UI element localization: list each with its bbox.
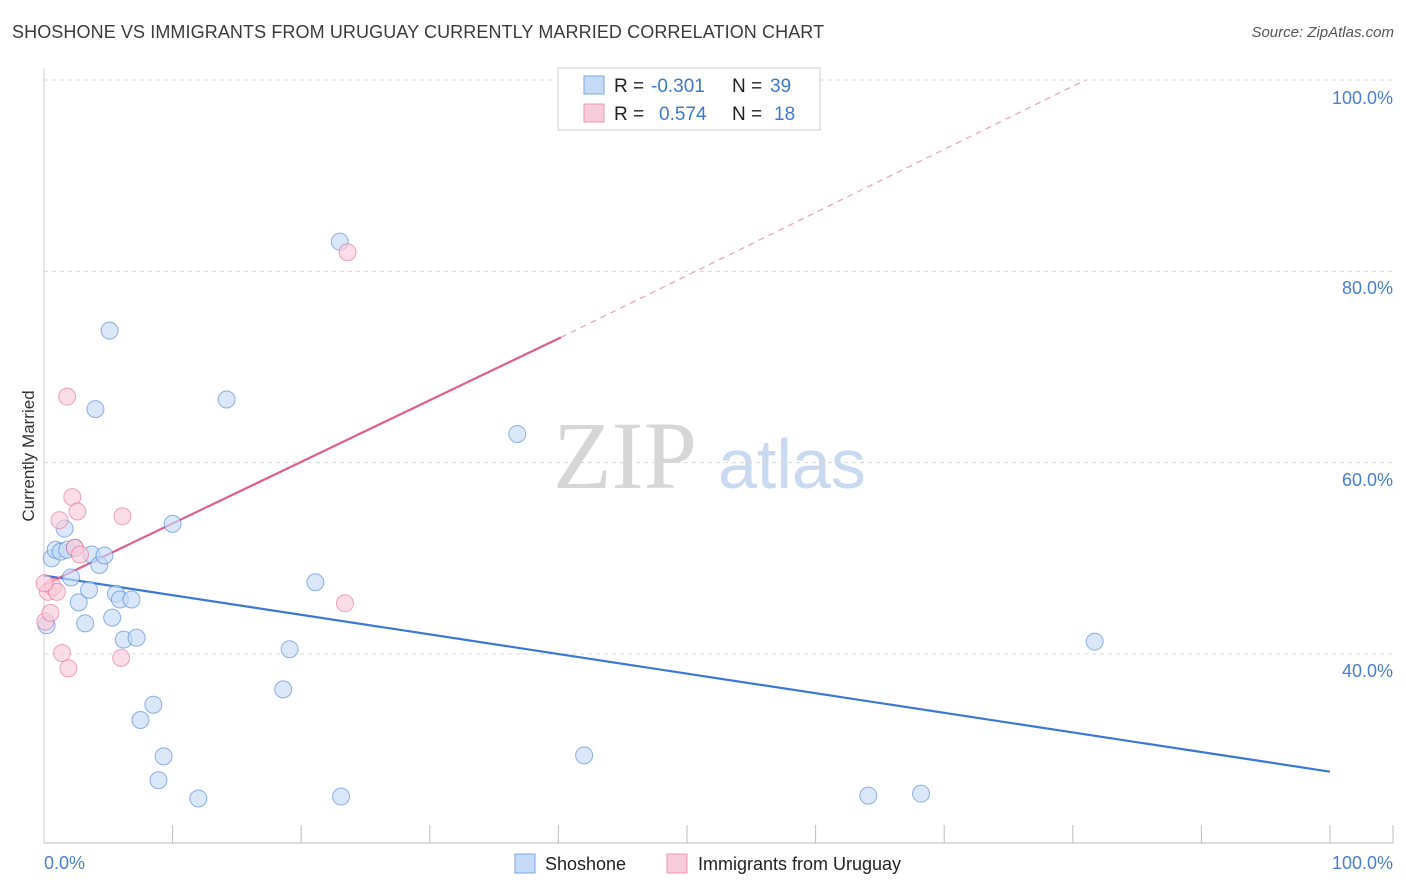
y-tick-label-60: 60.0% [1342, 470, 1393, 490]
bottom-legend-uruguay: Immigrants from Uruguay [698, 854, 901, 874]
uruguay-point-6 [53, 644, 72, 663]
shoshone-point-24 [149, 771, 168, 790]
y-tick-label-100: 100.0% [1332, 88, 1393, 108]
uruguay-point-16 [335, 594, 354, 613]
x-tick-label-min: 0.0% [44, 853, 85, 873]
shoshone-point-21 [127, 628, 146, 647]
shoshone-point-22 [131, 711, 150, 730]
legend-r-label-1: R = [614, 76, 644, 97]
x-tick-label-max: 100.0% [1332, 853, 1393, 873]
shoshone-point-26 [163, 514, 182, 533]
legend-n-label-1: N = [732, 76, 762, 97]
uruguay-point-17 [35, 574, 54, 593]
shoshone-point-23 [144, 695, 163, 714]
shoshone-point-28 [217, 390, 236, 409]
series-legend: Shoshone Immigrants from Uruguay [514, 853, 901, 874]
y-axis-label: Currently Married [19, 390, 38, 521]
uruguay-point-15 [338, 243, 357, 262]
shoshone-point-29 [274, 680, 293, 699]
shoshone-point-38 [1085, 632, 1104, 651]
shoshone-point-31 [306, 573, 325, 592]
watermark-atlas: atlas [718, 425, 866, 503]
uruguay-point-4 [47, 582, 66, 601]
shoshone-point-27 [189, 789, 208, 808]
stats-legend: R = -0.301 N = 39 R = 0.574 N = 18 [557, 67, 821, 131]
source-credit: Source: ZipAtlas.com [1251, 24, 1394, 41]
uruguay-point-5 [50, 511, 69, 530]
chart-title: SHOSHONE VS IMMIGRANTS FROM URUGUAY CURR… [12, 22, 825, 42]
shoshone-point-20 [122, 590, 141, 609]
legend-r-value-2: 0.574 [659, 104, 707, 125]
shoshone-point-33 [332, 787, 351, 806]
legend-swatch-shoshone [583, 75, 605, 95]
uruguay-point-12 [71, 545, 90, 564]
shoshone-trend-line [43, 574, 1331, 773]
y-tick-label-80: 80.0% [1342, 278, 1393, 298]
axis-layer [43, 68, 1394, 844]
legend-swatch-uruguay [583, 103, 605, 123]
uruguay-point-2 [41, 603, 60, 622]
shoshone-point-9 [76, 614, 95, 633]
shoshone-point-35 [575, 746, 594, 765]
shoshone-point-15 [100, 321, 119, 340]
bottom-legend-swatch-shoshone [514, 853, 536, 874]
shoshone-point-34 [508, 424, 527, 443]
uruguay-point-13 [112, 648, 131, 667]
shoshone-point-8 [69, 593, 88, 612]
y-tick-label-40: 40.0% [1342, 661, 1393, 681]
uruguay-point-8 [58, 387, 77, 406]
uruguay-point-7 [59, 659, 78, 678]
bottom-legend-shoshone: Shoshone [545, 854, 626, 874]
uruguay-trend-line [43, 336, 562, 587]
legend-n-value-1: 39 [770, 76, 791, 97]
shoshone-point-16 [103, 608, 122, 627]
uruguay-point-14 [113, 507, 132, 526]
shoshone-point-25 [154, 747, 173, 766]
legend-r-label-2: R = [614, 104, 644, 125]
grid-layer [44, 79, 1393, 655]
legend-r-value-1: -0.301 [651, 76, 705, 97]
shoshone-point-30 [280, 640, 299, 659]
watermark-zip: ZIP [553, 402, 697, 509]
shoshone-point-37 [912, 784, 931, 803]
shoshone-point-14 [95, 546, 114, 565]
shoshone-point-12 [86, 400, 105, 419]
point-layer [35, 232, 1104, 808]
shoshone-point-36 [859, 786, 878, 805]
uruguay-point-11 [68, 502, 87, 521]
shoshone-point-10 [80, 580, 99, 599]
legend-n-value-2: 18 [774, 104, 795, 125]
uruguay-trend-extrapolated [560, 79, 1086, 338]
bottom-legend-swatch-uruguay [666, 853, 688, 874]
trend-layer [43, 79, 1331, 773]
legend-n-label-2: N = [732, 104, 762, 125]
shoshone-point-6 [62, 568, 81, 587]
